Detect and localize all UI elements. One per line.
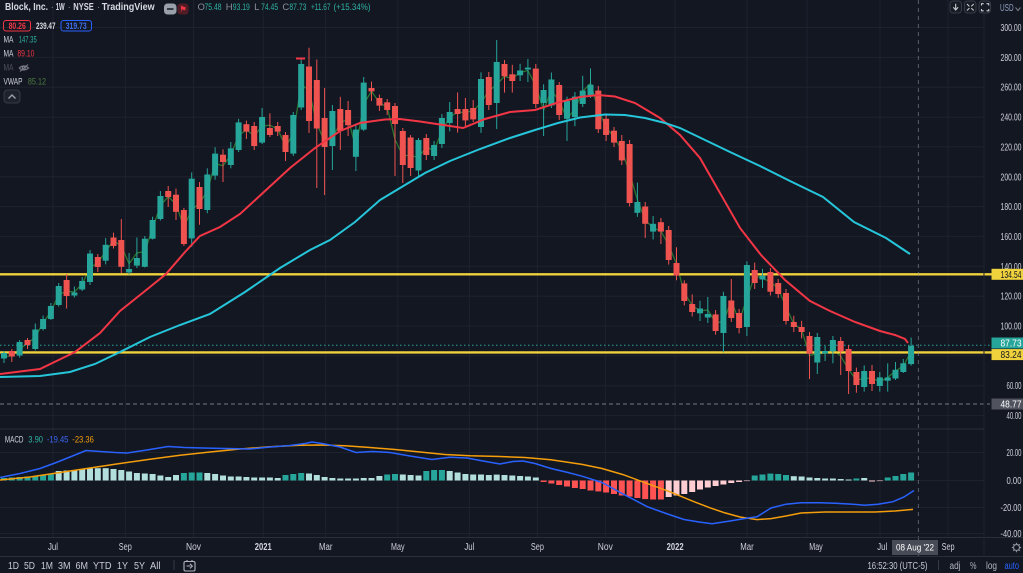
- svg-text:H: H: [226, 2, 233, 13]
- svg-text:log: log: [986, 561, 997, 572]
- svg-text:74.45: 74.45: [261, 2, 278, 13]
- svg-text:140.00: 140.00: [1001, 262, 1022, 273]
- svg-text:6M: 6M: [76, 561, 89, 572]
- svg-text:1M: 1M: [41, 561, 53, 572]
- svg-text:0.00: 0.00: [1007, 476, 1022, 487]
- svg-text:260.00: 260.00: [1001, 83, 1022, 94]
- svg-text:48.77: 48.77: [1001, 400, 1022, 411]
- svg-text:C: C: [282, 2, 289, 13]
- svg-text:40.00: 40.00: [1007, 411, 1022, 422]
- svg-text:200.00: 200.00: [1001, 172, 1022, 183]
- svg-text:280.00: 280.00: [1001, 53, 1022, 64]
- svg-text:VWAP: VWAP: [4, 77, 23, 88]
- svg-text:·: ·: [97, 1, 101, 13]
- svg-text:MACD: MACD: [5, 435, 24, 446]
- svg-text:180.00: 180.00: [1001, 202, 1022, 213]
- svg-text:Nov: Nov: [186, 542, 201, 553]
- svg-text:120.00: 120.00: [1001, 292, 1022, 303]
- svg-text:+11.67: +11.67: [311, 2, 331, 13]
- svg-text:60.00: 60.00: [1007, 381, 1022, 392]
- svg-text:Jul: Jul: [48, 542, 58, 553]
- svg-text:100.00: 100.00: [1001, 322, 1022, 333]
- svg-text:300.00: 300.00: [1001, 23, 1022, 34]
- svg-text:93.19: 93.19: [233, 2, 250, 13]
- svg-text:Nov: Nov: [598, 542, 613, 553]
- svg-text:adj: adj: [950, 561, 961, 572]
- svg-text:147.35: 147.35: [19, 35, 37, 46]
- svg-text:220.00: 220.00: [1001, 142, 1022, 153]
- svg-text:Jul: Jul: [877, 542, 887, 553]
- svg-text:1D: 1D: [8, 561, 19, 572]
- svg-text:May: May: [809, 542, 823, 553]
- svg-text:-40.00: -40.00: [1001, 529, 1022, 540]
- svg-text:YTD: YTD: [93, 561, 112, 572]
- svg-text:TradingView: TradingView: [102, 1, 156, 13]
- svg-text:L: L: [254, 2, 259, 13]
- svg-text:160.00: 160.00: [1001, 232, 1022, 243]
- svg-text:08 Aug '22: 08 Aug '22: [896, 543, 934, 554]
- svg-text:239.47: 239.47: [36, 21, 56, 32]
- svg-text:%: %: [970, 561, 977, 572]
- svg-text:MA: MA: [4, 49, 14, 60]
- svg-text:May: May: [391, 542, 405, 553]
- svg-text:-20.00: -20.00: [1001, 503, 1022, 514]
- svg-text:240.00: 240.00: [1001, 113, 1022, 124]
- svg-text:80.26: 80.26: [9, 21, 26, 32]
- svg-text:-19.45: -19.45: [47, 435, 69, 446]
- svg-text:All: All: [150, 561, 161, 572]
- svg-text:5Y: 5Y: [134, 561, 145, 572]
- svg-text:85.12: 85.12: [28, 77, 46, 88]
- svg-text:1Y: 1Y: [117, 561, 128, 572]
- svg-text:Block, Inc.: Block, Inc.: [5, 1, 48, 13]
- svg-text:1W: 1W: [56, 1, 65, 13]
- svg-text:Sep: Sep: [531, 542, 544, 553]
- svg-text:83.24: 83.24: [1001, 350, 1022, 361]
- svg-text:⚑: ⚑: [179, 4, 187, 14]
- svg-text:2021: 2021: [255, 542, 272, 553]
- svg-text:Mar: Mar: [740, 542, 754, 553]
- svg-text:-23.36: -23.36: [72, 435, 94, 446]
- svg-text:Jul: Jul: [464, 542, 474, 553]
- svg-text:Sep: Sep: [119, 542, 132, 553]
- svg-text:319.73: 319.73: [66, 21, 87, 32]
- svg-text:2022: 2022: [667, 542, 684, 553]
- svg-text:134.54: 134.54: [1001, 270, 1022, 281]
- svg-text:87.73: 87.73: [289, 2, 306, 13]
- svg-text:75.48: 75.48: [205, 2, 222, 13]
- svg-text:Sep: Sep: [942, 542, 955, 553]
- svg-text:auto: auto: [1005, 561, 1020, 572]
- svg-text:3.90: 3.90: [28, 435, 43, 446]
- svg-text:Mar: Mar: [319, 542, 333, 553]
- svg-text:16:52:30 (UTC-5): 16:52:30 (UTC-5): [868, 561, 928, 572]
- svg-text:·: ·: [51, 1, 55, 13]
- svg-text:MA: MA: [4, 35, 14, 46]
- svg-text:(+15.34%): (+15.34%): [334, 2, 371, 13]
- svg-text:·: ·: [68, 1, 72, 13]
- svg-text:89.10: 89.10: [17, 49, 34, 60]
- svg-text:3M: 3M: [58, 561, 71, 572]
- svg-text:87.73: 87.73: [1001, 339, 1022, 350]
- svg-text:NYSE: NYSE: [73, 1, 94, 13]
- svg-text:20.00: 20.00: [1007, 448, 1022, 459]
- svg-text:USD: USD: [1000, 3, 1014, 14]
- svg-text:5D: 5D: [24, 561, 35, 572]
- svg-text:MA: MA: [4, 63, 14, 74]
- svg-text:O: O: [198, 2, 205, 13]
